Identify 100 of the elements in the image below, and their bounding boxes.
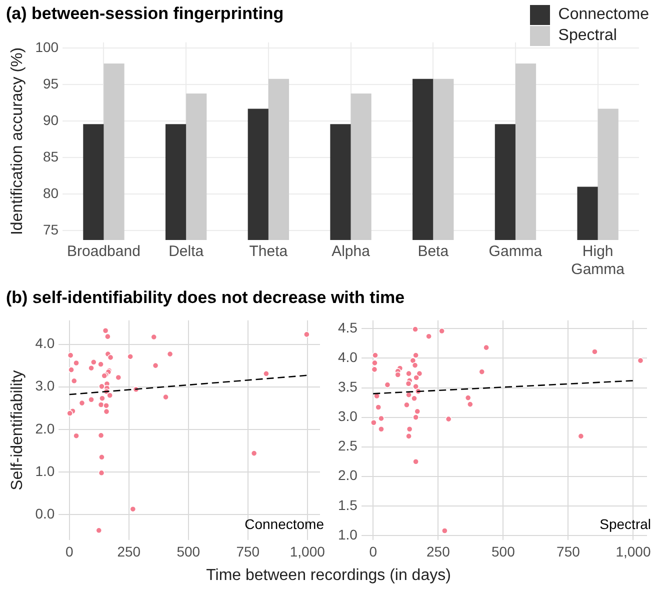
point xyxy=(115,374,122,381)
point xyxy=(250,450,258,457)
y-tick-label: 1.0 xyxy=(35,462,55,479)
x-tick-label: Beta xyxy=(418,243,450,260)
point xyxy=(67,352,74,359)
point xyxy=(98,454,105,460)
point xyxy=(98,470,105,476)
legend-label: Spectral xyxy=(558,26,617,44)
chart-title: (b) self-identifiability does not decrease with time xyxy=(6,288,405,308)
point xyxy=(464,394,472,402)
annotation: Spectral xyxy=(600,516,651,532)
point xyxy=(88,364,94,372)
point xyxy=(68,366,74,374)
x-tick-label: Alpha xyxy=(332,243,371,260)
point xyxy=(371,366,378,373)
point xyxy=(150,334,158,340)
x-tick-label: 250 xyxy=(117,543,141,560)
x-tick-label: 0 xyxy=(65,543,74,560)
point xyxy=(98,402,104,408)
x-tick-label: Broadband xyxy=(67,243,140,260)
x-tick-label: 500 xyxy=(176,543,200,560)
point xyxy=(90,358,97,366)
y-tick-label: 2.5 xyxy=(338,438,358,454)
point xyxy=(637,357,644,364)
point xyxy=(438,328,446,334)
point xyxy=(303,331,310,338)
point xyxy=(412,352,420,358)
point xyxy=(104,333,111,340)
point xyxy=(106,392,114,399)
point xyxy=(414,408,421,415)
x-tick-label: 500 xyxy=(492,543,516,560)
point xyxy=(88,396,94,403)
point xyxy=(375,404,382,410)
point xyxy=(378,426,384,432)
point xyxy=(483,344,490,351)
point xyxy=(441,528,448,534)
y-tick-label: 4.0 xyxy=(35,335,55,352)
x-tick-label: Theta xyxy=(249,243,288,260)
x-axis-title: Time between recordings (in days) xyxy=(205,567,452,585)
y-tick-label: 80 xyxy=(42,184,59,201)
point xyxy=(73,432,80,440)
point xyxy=(98,383,105,390)
point xyxy=(66,410,74,416)
x-tick-label: 1,000 xyxy=(616,543,651,560)
x-tick-label: 0 xyxy=(369,543,378,560)
point xyxy=(412,326,418,332)
point xyxy=(413,374,420,381)
x-tick-label: 250 xyxy=(426,543,450,560)
point xyxy=(412,458,420,465)
point xyxy=(162,394,169,400)
point xyxy=(404,402,410,408)
point xyxy=(263,370,270,377)
y-tick-label: 1.5 xyxy=(338,496,358,513)
y-tick-label: 95 xyxy=(42,76,59,92)
x-tick-label: Delta xyxy=(168,243,204,260)
point xyxy=(578,433,584,440)
point xyxy=(411,395,418,402)
point xyxy=(103,402,110,409)
legend-label: Connectome xyxy=(558,6,649,24)
y-tick-label: 1.0 xyxy=(338,526,358,542)
point xyxy=(378,415,384,422)
point xyxy=(412,362,418,369)
point xyxy=(70,378,78,384)
point xyxy=(73,360,80,366)
point xyxy=(412,414,420,420)
point xyxy=(370,419,377,426)
y-tick-label: 2.0 xyxy=(35,420,55,436)
y-tick-label: 85 xyxy=(42,148,59,164)
point xyxy=(166,350,174,358)
point xyxy=(372,360,378,366)
point xyxy=(384,382,391,388)
x-tick-label: 750 xyxy=(236,543,260,560)
y-tick-label: 100 xyxy=(35,39,59,56)
y-tick-label: 3.0 xyxy=(35,378,55,394)
point xyxy=(99,395,106,402)
point xyxy=(445,416,452,422)
point xyxy=(130,506,136,512)
x-tick-label: 1,000 xyxy=(290,543,326,560)
point xyxy=(102,327,109,334)
point xyxy=(152,362,159,369)
y-tick-label: 90 xyxy=(42,112,59,128)
point xyxy=(394,372,402,378)
point xyxy=(98,432,104,439)
point xyxy=(406,370,412,377)
point xyxy=(466,401,474,408)
point xyxy=(127,353,134,360)
y-tick-label: 3.0 xyxy=(338,408,358,424)
point xyxy=(405,380,412,387)
y-axis-title: Identification accuracy (%) xyxy=(9,47,26,236)
y-tick-label: 4.0 xyxy=(338,349,358,366)
x-tick-label: High Gamma xyxy=(571,243,626,278)
point xyxy=(103,408,110,415)
point xyxy=(98,361,104,368)
annotation: Connectome xyxy=(244,516,324,532)
y-tick-label: 4.5 xyxy=(338,320,358,336)
point xyxy=(78,400,86,406)
point xyxy=(96,527,102,534)
point xyxy=(426,333,432,340)
x-tick-label: Gamma xyxy=(488,243,543,260)
y-tick-label: 0.0 xyxy=(35,506,55,522)
